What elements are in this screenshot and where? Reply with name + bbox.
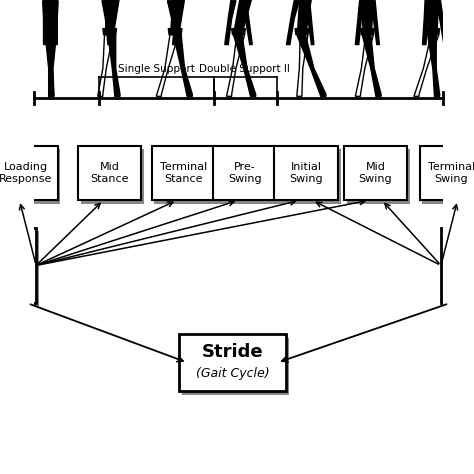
- FancyBboxPatch shape: [441, 228, 474, 303]
- Polygon shape: [356, 1, 365, 45]
- Text: Double Support II: Double Support II: [199, 64, 290, 74]
- Polygon shape: [109, 1, 118, 45]
- Polygon shape: [241, 1, 252, 45]
- Polygon shape: [225, 1, 236, 45]
- FancyBboxPatch shape: [78, 146, 141, 200]
- Polygon shape: [286, 1, 300, 45]
- Polygon shape: [428, 35, 440, 96]
- Polygon shape: [304, 1, 314, 45]
- FancyBboxPatch shape: [444, 231, 474, 307]
- Polygon shape: [49, 35, 56, 96]
- FancyBboxPatch shape: [0, 149, 60, 204]
- Polygon shape: [45, 35, 54, 96]
- Polygon shape: [361, 0, 374, 31]
- Polygon shape: [295, 28, 309, 35]
- Polygon shape: [232, 28, 246, 35]
- Polygon shape: [361, 28, 374, 35]
- Text: Mid
Stance: Mid Stance: [91, 162, 129, 184]
- Polygon shape: [427, 0, 439, 31]
- Polygon shape: [53, 1, 58, 45]
- Polygon shape: [297, 35, 326, 96]
- Polygon shape: [105, 0, 120, 31]
- Polygon shape: [436, 1, 447, 45]
- FancyBboxPatch shape: [152, 146, 215, 200]
- Text: Loading
Response: Loading Response: [0, 162, 53, 184]
- Text: (Gait Cycle): (Gait Cycle): [196, 366, 269, 380]
- FancyBboxPatch shape: [81, 149, 144, 204]
- Text: Terminal
Swing: Terminal Swing: [428, 162, 474, 184]
- Polygon shape: [103, 28, 117, 35]
- Polygon shape: [108, 35, 120, 96]
- FancyBboxPatch shape: [216, 149, 279, 204]
- Polygon shape: [168, 28, 182, 35]
- Text: Single Support: Single Support: [118, 64, 195, 74]
- FancyBboxPatch shape: [0, 231, 39, 307]
- FancyBboxPatch shape: [0, 228, 36, 303]
- Polygon shape: [102, 1, 111, 45]
- Polygon shape: [171, 0, 185, 31]
- Text: Terminal
Stance: Terminal Stance: [160, 162, 207, 184]
- FancyBboxPatch shape: [277, 149, 341, 204]
- FancyBboxPatch shape: [422, 149, 474, 204]
- Polygon shape: [422, 1, 430, 45]
- FancyBboxPatch shape: [179, 334, 285, 391]
- Text: Stride: Stride: [201, 343, 263, 361]
- Polygon shape: [43, 1, 48, 45]
- FancyBboxPatch shape: [419, 146, 474, 200]
- Polygon shape: [173, 1, 183, 45]
- FancyBboxPatch shape: [182, 338, 289, 395]
- FancyBboxPatch shape: [213, 146, 276, 200]
- FancyBboxPatch shape: [344, 146, 407, 200]
- FancyBboxPatch shape: [274, 146, 337, 200]
- Polygon shape: [370, 1, 379, 45]
- FancyBboxPatch shape: [0, 146, 57, 200]
- Polygon shape: [173, 35, 192, 96]
- Polygon shape: [167, 1, 179, 45]
- Polygon shape: [426, 28, 440, 35]
- FancyBboxPatch shape: [155, 149, 218, 204]
- Polygon shape: [234, 0, 253, 31]
- Polygon shape: [233, 35, 255, 96]
- Polygon shape: [44, 28, 57, 35]
- Text: Pre-
Swing: Pre- Swing: [228, 162, 262, 184]
- Polygon shape: [45, 0, 56, 31]
- FancyBboxPatch shape: [346, 149, 410, 204]
- Polygon shape: [362, 35, 381, 96]
- Text: Initial
Swing: Initial Swing: [289, 162, 323, 184]
- Polygon shape: [298, 0, 312, 31]
- Text: Mid
Swing: Mid Swing: [359, 162, 392, 184]
